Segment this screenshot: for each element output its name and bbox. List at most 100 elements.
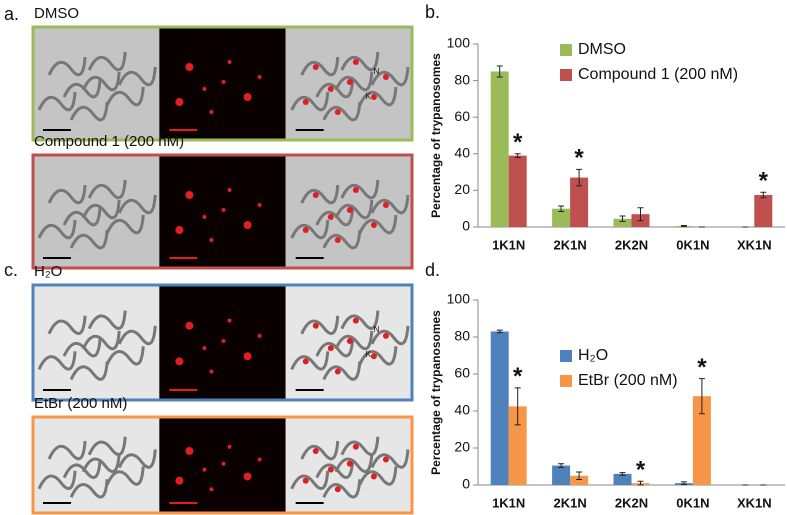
cell (47, 440, 87, 461)
stain-spot (185, 191, 194, 199)
stain-spot (243, 352, 252, 361)
stain-spot (327, 466, 334, 473)
significance-marker: * (574, 145, 584, 172)
cell (81, 330, 121, 351)
x-tick-label: 2K2N (615, 495, 648, 510)
cell (358, 86, 398, 107)
stain-spot (334, 486, 341, 493)
x-tick-label: 2K1N (553, 237, 586, 252)
y-tick-label: 60 (454, 365, 470, 381)
legend-label: DMSO (578, 41, 626, 58)
cell (370, 325, 410, 346)
stain-spot (202, 467, 207, 472)
stain-spot (227, 444, 232, 449)
significance-marker: * (636, 457, 646, 484)
error-bar (558, 205, 565, 212)
cell (105, 346, 145, 366)
cell (290, 470, 330, 491)
stain-spot (185, 63, 194, 71)
stain-spot (175, 357, 184, 366)
stain-spot (352, 187, 359, 193)
significance-marker: * (759, 168, 769, 195)
stain-spot (175, 98, 184, 106)
stain-spot (312, 64, 319, 70)
cell (62, 78, 102, 99)
stain-spot (257, 333, 262, 338)
cell (315, 337, 355, 358)
image-label: DMSO (34, 5, 79, 22)
legend-swatch (560, 44, 572, 56)
cell (69, 361, 109, 381)
image-frame (31, 153, 414, 270)
stain-spot (382, 202, 389, 208)
error-bar (637, 207, 644, 222)
cell (117, 194, 157, 215)
cell (69, 229, 109, 250)
stain-spot (370, 94, 377, 100)
error-bar (680, 225, 687, 228)
cell (334, 330, 374, 351)
y-tick-label: 20 (454, 181, 470, 197)
stain-spot (243, 221, 252, 229)
cell (322, 229, 362, 250)
cell (117, 449, 157, 469)
stain-spot (334, 368, 341, 375)
stain-spot (312, 322, 319, 329)
cell (87, 310, 127, 330)
stain-spot (346, 207, 353, 213)
bar (570, 475, 589, 485)
micrograph (33, 155, 160, 268)
cell (37, 91, 77, 112)
stain-spot (221, 208, 226, 212)
bar (490, 331, 509, 485)
y-tick-label: 20 (454, 439, 470, 455)
error-bar (496, 329, 503, 334)
cell (300, 184, 340, 205)
legend-label: EtBr (200 nM) (578, 372, 678, 389)
stain-spot (185, 446, 194, 455)
error-bar (558, 463, 565, 468)
legend-swatch (560, 350, 572, 362)
kinetoplast-marker: K (366, 350, 372, 359)
error-bar (514, 153, 521, 158)
y-tick-label: 0 (462, 218, 470, 234)
y-tick-label: 100 (447, 291, 471, 307)
cell (370, 66, 410, 87)
stain-spot (302, 358, 309, 365)
stain-spot (302, 477, 309, 484)
cell (81, 453, 121, 474)
stain-spot (257, 203, 262, 207)
legend-label: H₂O (578, 347, 608, 364)
cell (340, 436, 380, 457)
stain-spot (312, 447, 319, 454)
stain-spot (346, 79, 353, 85)
cell (62, 337, 102, 358)
stain-spot (227, 188, 232, 192)
cell (300, 440, 340, 461)
error-bar (637, 480, 644, 486)
bar (754, 194, 773, 227)
stain-spot (209, 369, 214, 374)
stain-spot (175, 226, 184, 234)
x-tick-label: XK1N (737, 237, 772, 252)
error-bar (514, 387, 521, 426)
cell (315, 459, 355, 479)
stain-spot (221, 338, 226, 343)
stain-spot (346, 337, 353, 344)
stain-spot (334, 109, 341, 115)
cell (322, 101, 362, 122)
stain-spot (209, 487, 214, 492)
cell (340, 179, 380, 200)
micrograph (33, 417, 160, 513)
cell (322, 479, 362, 499)
y-tick-label: 40 (454, 145, 470, 161)
cell (334, 199, 374, 220)
x-tick-label: 0K1N (676, 495, 709, 510)
stain-spot (312, 192, 319, 198)
panel-letter: a. (4, 4, 19, 24)
stain-spot (257, 75, 262, 79)
error-bar (576, 471, 583, 480)
cell (81, 199, 121, 220)
cell (37, 470, 77, 491)
cell (105, 214, 145, 235)
